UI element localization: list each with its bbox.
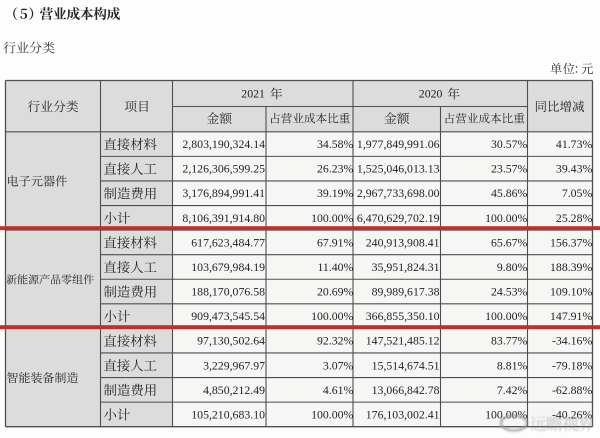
svg-text:4,850,212.49: 4,850,212.49 [203,383,265,397]
svg-text:89,989,617.38: 89,989,617.38 [372,285,440,299]
svg-text:25.28%: 25.28% [556,211,593,225]
svg-text:92.32%: 92.32% [317,334,354,348]
svg-text:6,470,629,702.19: 6,470,629,702.19 [357,211,440,225]
svg-text:11.40%: 11.40% [317,260,353,274]
svg-text:188.39%: 188.39% [550,260,592,274]
svg-text:-40.26%: -40.26% [552,407,592,421]
svg-text:83.77%: 83.77% [491,334,528,348]
svg-text:1,525,046,013.13: 1,525,046,013.13 [357,162,440,176]
svg-text:156.37%: 156.37% [550,235,592,249]
svg-text:97,130,502.64: 97,130,502.64 [197,334,265,348]
svg-text:23.57%: 23.57% [491,162,528,176]
svg-text:7.05%: 7.05% [562,186,593,200]
svg-text:2020: 2020 [419,87,443,101]
svg-text:2,803,190,324.14: 2,803,190,324.14 [182,137,265,151]
svg-text:-34.16%: -34.16% [552,334,592,348]
svg-text:15,514,674.51: 15,514,674.51 [372,358,440,372]
svg-text:105,210,683.10: 105,210,683.10 [191,407,265,421]
svg-text:7.42%: 7.42% [497,383,528,397]
svg-text:8,106,391,914.80: 8,106,391,914.80 [182,211,265,225]
svg-text:67.91%: 67.91% [317,235,354,249]
svg-text:45.86%: 45.86% [491,186,528,200]
svg-text:617,623,484.77: 617,623,484.77 [191,235,265,249]
svg-text:13,066,842.78: 13,066,842.78 [372,383,440,397]
svg-text:103,679,984.19: 103,679,984.19 [191,260,265,274]
svg-text:147,521,485.12: 147,521,485.12 [366,334,440,348]
svg-text:65.67%: 65.67% [491,235,528,249]
svg-text:39.19%: 39.19% [317,186,354,200]
svg-text:909,473,545.54: 909,473,545.54 [191,309,265,323]
svg-text:3,229,967.97: 3,229,967.97 [203,358,265,372]
svg-text:100.00%: 100.00% [311,407,353,421]
svg-text:1,977,849,991.06: 1,977,849,991.06 [357,137,440,151]
svg-text:34.58%: 34.58% [317,137,354,151]
svg-text:-79.18%: -79.18% [552,358,592,372]
svg-text:3.07%: 3.07% [323,358,354,372]
svg-text:3,176,894,991.41: 3,176,894,991.41 [182,186,265,200]
svg-text:100.00%: 100.00% [311,211,353,225]
svg-text:240,913,908.41: 240,913,908.41 [366,235,440,249]
svg-text:100.00%: 100.00% [485,407,527,421]
svg-text:147.91%: 147.91% [550,309,592,323]
svg-text:39.43%: 39.43% [556,162,593,176]
svg-text:4.61%: 4.61% [323,383,354,397]
svg-text:35,951,824.31: 35,951,824.31 [372,260,440,274]
svg-text:100.00%: 100.00% [485,309,527,323]
svg-text:41.73%: 41.73% [556,137,593,151]
svg-text:24.53%: 24.53% [491,285,528,299]
svg-text:100.00%: 100.00% [311,309,353,323]
svg-text:30.57%: 30.57% [491,137,528,151]
svg-text:366,855,350.10: 366,855,350.10 [366,309,440,323]
svg-text:2021: 2021 [241,87,265,101]
svg-text:8.81%: 8.81% [497,358,528,372]
svg-text:2,967,733,698.00: 2,967,733,698.00 [357,186,440,200]
svg-text:109.10%: 109.10% [550,285,592,299]
svg-text:-62.88%: -62.88% [552,383,592,397]
svg-text:100.00%: 100.00% [485,211,527,225]
svg-text:188,170,076.58: 188,170,076.58 [191,285,265,299]
svg-text:20.69%: 20.69% [317,285,354,299]
svg-text:176,103,002.41: 176,103,002.41 [366,407,440,421]
svg-text:2,126,306,599.25: 2,126,306,599.25 [182,162,265,176]
svg-text:26.23%: 26.23% [317,162,354,176]
svg-text:9.80%: 9.80% [497,260,528,274]
